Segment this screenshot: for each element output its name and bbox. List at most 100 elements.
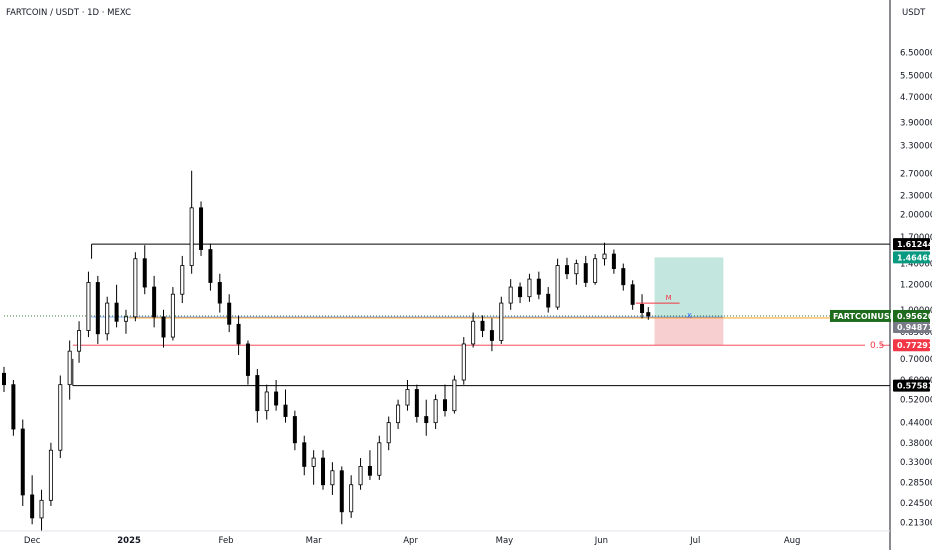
y-tick-label: 6.50000 [900, 49, 932, 59]
candle [367, 450, 372, 480]
candle [170, 287, 175, 341]
candle-body [405, 389, 410, 406]
candle [527, 273, 532, 302]
candle [199, 201, 204, 256]
candle-body [349, 484, 354, 513]
candle-body [114, 302, 119, 322]
candle [67, 340, 72, 400]
y-tick-label: 0.44000 [900, 419, 932, 429]
price-tag-value: 1.46468 [897, 253, 932, 262]
price-tag-value: 0.77291 [897, 341, 932, 350]
candle-body [611, 253, 616, 269]
candle [461, 337, 466, 385]
candle [283, 389, 288, 423]
candle [58, 375, 63, 459]
candle [640, 294, 645, 319]
x-tick-label: Feb [219, 536, 234, 546]
candle-body [161, 316, 166, 338]
candle [536, 271, 541, 300]
candle-body [189, 207, 194, 266]
candle-body [133, 258, 138, 318]
candle-body [461, 343, 466, 381]
candle [339, 466, 344, 525]
price-tag-stop: 0.77291 [893, 339, 932, 352]
m-annotation: M [666, 294, 672, 302]
candle [630, 280, 635, 310]
candle [245, 340, 250, 385]
candle-body [640, 304, 645, 313]
candle [424, 399, 429, 436]
time-axis[interactable]: Dec 2025 Feb Mar Apr May Jun Jul Aug [24, 536, 801, 546]
candle [546, 287, 551, 313]
candle-body [321, 457, 326, 486]
candle [11, 380, 16, 436]
candle-body [527, 278, 532, 298]
price-tag-bg [893, 251, 930, 264]
candle-body [621, 268, 626, 286]
price-tag-value: 1.61244 [897, 240, 932, 249]
price-tag-value: 0.94871 [897, 323, 932, 332]
price-tag-bg [893, 320, 930, 333]
candle-body [208, 249, 213, 283]
candle-body [11, 384, 16, 430]
candle [555, 258, 560, 310]
candle [489, 318, 494, 352]
x-tick-label: May [496, 536, 514, 546]
candle [48, 442, 53, 506]
candle-body [499, 302, 504, 341]
candle [358, 458, 363, 490]
candle-body [433, 399, 438, 424]
x-tick-label: Aug [784, 536, 801, 546]
candle [114, 284, 119, 328]
price-tag-target: 1.46468 [893, 251, 932, 264]
y-tick-label: 5.50000 [900, 71, 932, 81]
candle-body [471, 320, 476, 345]
candle-body [330, 470, 335, 486]
price-tag-level: 0.57581 [893, 379, 932, 392]
y-tick-label: 0.38000 [900, 439, 932, 449]
candle-body [245, 343, 250, 376]
candle [330, 462, 335, 495]
candle [508, 279, 513, 310]
candle [518, 282, 523, 304]
candle-body [646, 312, 651, 317]
y-tick-label: 2.00000 [900, 211, 932, 221]
candle [349, 475, 354, 518]
candle-body [77, 330, 82, 352]
candle [255, 369, 260, 423]
price-tag-level: 1.61244 [893, 238, 932, 251]
stop-zone [654, 317, 724, 346]
candle [499, 296, 504, 344]
y-tick-label: 4.70000 [900, 93, 932, 103]
candle [2, 366, 7, 392]
x-tick-label: Jul [689, 536, 700, 546]
y-tick-label: 0.24500 [900, 499, 932, 509]
x-tick-label: Mar [306, 536, 323, 546]
y-tick-label: 2.30000 [900, 191, 932, 201]
candle-body [583, 263, 588, 283]
candle [161, 309, 166, 348]
candle [236, 315, 241, 355]
candle-body [489, 330, 494, 341]
candle-body [255, 375, 260, 412]
candle-body [367, 466, 372, 476]
candle [414, 384, 419, 423]
candle [452, 375, 457, 414]
candle-body [377, 442, 382, 476]
current-price-bg [893, 309, 930, 322]
candle [292, 410, 297, 451]
fib-level-label: 0.5 [870, 341, 884, 351]
candle [217, 273, 222, 313]
candle-body [480, 320, 485, 331]
candle-body [67, 350, 72, 386]
candle-body [452, 379, 457, 412]
candle [227, 294, 232, 333]
position-annotations: MX [635, 294, 692, 320]
y-tick-label: 0.70000 [900, 355, 932, 365]
candle-body [311, 457, 316, 467]
price-axis[interactable]: 6.50000 5.50000 4.70000 3.90000 3.30000 2.700… [900, 49, 932, 529]
candle-body [564, 265, 569, 275]
price-tag-bg [893, 379, 930, 392]
